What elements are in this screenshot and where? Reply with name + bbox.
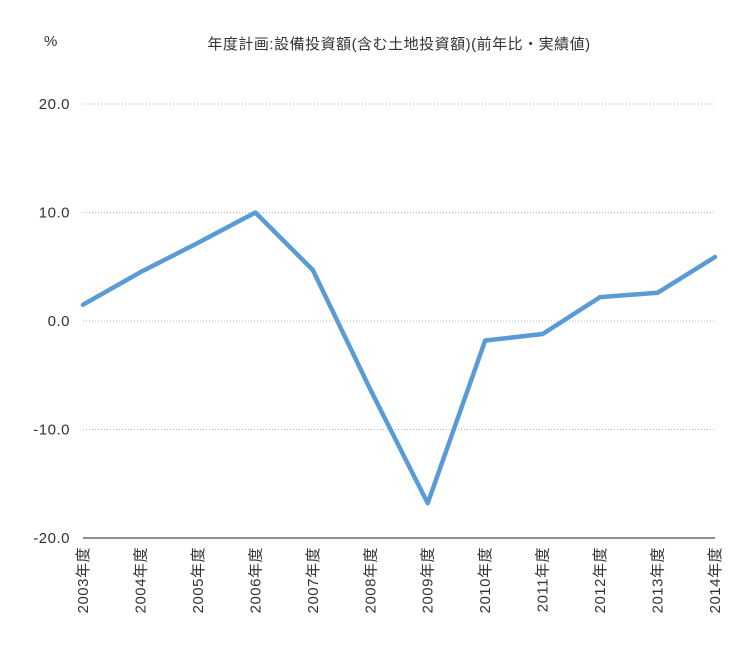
y-tick-label: 10.0 (39, 205, 70, 222)
x-tick-label: 2013年度 (650, 547, 667, 613)
x-tick-label: 2003年度 (75, 547, 92, 613)
data-line (80, 210, 718, 506)
x-tick-label: 2007年度 (305, 547, 322, 613)
x-tick-label: 2012年度 (592, 547, 609, 613)
x-tick-label: 2004年度 (132, 547, 149, 613)
y-axis-unit-label: % (44, 33, 58, 50)
x-tick-label: 2011年度 (535, 547, 552, 612)
y-tick-label: 0.0 (48, 313, 70, 330)
x-tick-label: 2014年度 (707, 547, 724, 613)
y-tick-label: -20.0 (33, 530, 70, 547)
x-tick-label: 2005年度 (190, 547, 207, 613)
y-tick-label: -10.0 (33, 422, 70, 439)
x-tick-label: 2006年度 (247, 547, 264, 613)
chart-title: 年度計画:設備投資額(含む土地投資額)(前年比・実績値) (207, 36, 591, 53)
y-tick-label: 20.0 (39, 96, 70, 113)
x-tick-label: 2009年度 (420, 547, 437, 613)
x-tick-label: 2008年度 (362, 547, 379, 613)
x-tick-label: 2010年度 (477, 547, 494, 613)
